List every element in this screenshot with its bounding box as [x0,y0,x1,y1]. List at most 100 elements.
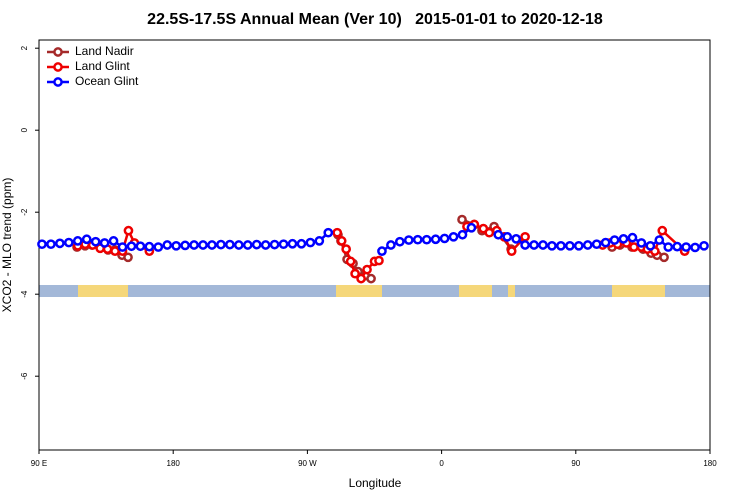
legend-marker [53,62,63,72]
data-point [144,241,155,252]
land-band [612,285,665,297]
land-band [78,285,128,297]
y-tick-label: -6 [20,372,29,380]
data-point [377,246,387,256]
y-axis-label: XCO2 - MLO trend (ppm) [0,178,14,313]
data-point [110,246,120,256]
data-point [269,239,280,250]
data-point [520,240,530,250]
data-point [341,244,352,254]
y-tick-label: -4 [20,290,29,298]
x-tick-label: 90 E [31,459,47,468]
data-point [672,241,683,252]
data-point [323,227,334,238]
x-tick-label: 180 [167,459,181,468]
data-point [681,242,691,252]
data-point [430,234,441,245]
data-point [362,264,372,275]
data-point [332,227,343,238]
data-point [37,239,47,250]
data-point [356,273,366,284]
data-point [180,240,190,251]
data-point [63,237,74,248]
data-point [345,256,356,267]
data-point [403,235,414,245]
series [37,222,709,256]
data-point [627,232,638,243]
data-point [394,236,405,247]
legend-label: Land Glint [75,59,130,73]
data-point [374,255,384,266]
data-point [657,225,668,236]
data-point [520,231,530,242]
data-point [457,214,467,225]
data-point [366,273,376,284]
data-point [123,225,134,236]
data-point [618,234,629,244]
data-point [502,231,513,242]
land-band [459,285,492,297]
data-point [46,239,56,250]
data-point [123,252,133,263]
data-point [81,234,92,245]
data-point [663,242,674,252]
data-point [126,241,137,252]
data-point [99,238,110,248]
x-tick-label: 0 [439,459,444,468]
data-point [699,240,709,251]
data-point [233,240,244,250]
data-point [609,235,620,245]
data-point [296,238,307,249]
data-point [511,234,522,244]
data-point [421,234,432,245]
data-point [216,239,226,250]
data-point [314,236,325,246]
y-tick-label: 2 [20,45,29,50]
data-point [153,242,164,252]
y-tick-label: -2 [20,208,29,216]
data-point [484,227,495,238]
data-point [538,240,548,250]
data-point [457,229,468,240]
data-point [260,240,271,250]
x-tick-label: 90 [571,459,580,468]
data-point [645,240,656,251]
data-point [189,240,199,250]
data-point [654,235,665,245]
y-tick-label: 0 [20,127,29,132]
data-point [55,238,65,249]
data-point [466,222,477,233]
data-point [629,242,639,252]
data-point [117,242,128,252]
data-point [439,233,450,244]
data-point [690,242,700,253]
chart-title: 22.5S-17.5S Annual Mean (Ver 10) 2015-01… [147,11,603,28]
data-point [350,268,360,279]
data-point [162,240,173,250]
data-point [225,239,235,250]
data-point [287,238,298,249]
data-point [251,239,262,250]
data-point [556,240,566,251]
data-point [242,240,253,250]
land-band [508,285,515,297]
data-point [591,239,602,250]
data-point [547,240,557,251]
data-point [90,236,101,247]
land-band [336,285,382,297]
data-point [171,240,182,251]
data-point [198,240,208,250]
data-point [564,240,575,251]
data-point [108,236,119,246]
data-point [135,241,146,252]
legend-label: Land Nadir [75,44,134,58]
surface-band [39,285,710,297]
data-point [336,236,347,246]
data-point [207,240,217,250]
data-point [573,240,584,251]
data-point [386,240,396,250]
data-point [493,229,504,240]
x-tick-label: 90 W [298,459,317,468]
data-point [278,239,289,250]
